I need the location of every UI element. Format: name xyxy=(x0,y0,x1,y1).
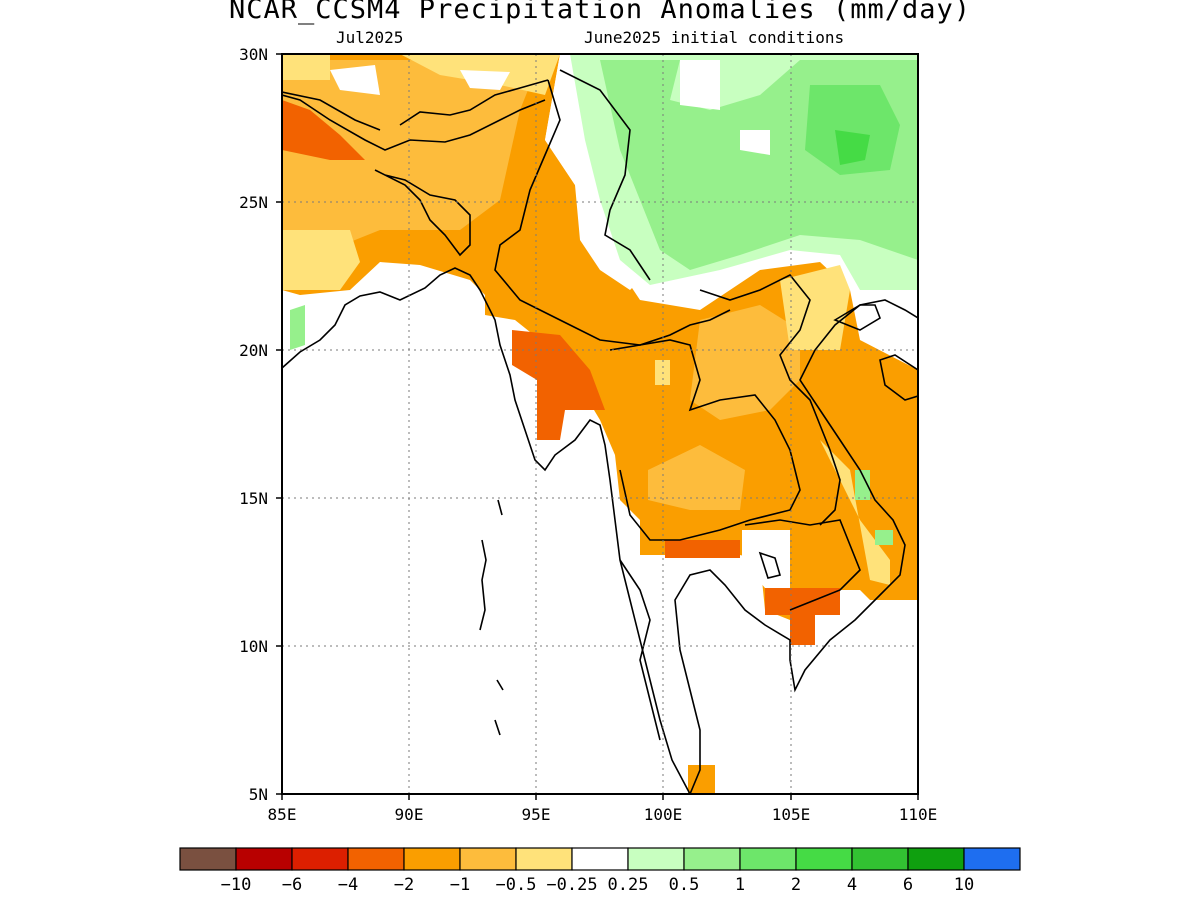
border-bangladesh xyxy=(374,169,471,257)
axis-ticks xyxy=(276,53,919,800)
colorbar-swatch xyxy=(291,847,349,871)
forecast-month-label: Jul2025 xyxy=(336,28,404,47)
anomaly-region-red-bengal xyxy=(282,100,365,160)
lon-label-90e: 90E xyxy=(395,805,424,824)
colorbar-swatch xyxy=(235,847,293,871)
lon-label-100e: 100E xyxy=(644,805,683,824)
coastline-borders xyxy=(282,69,918,794)
initial-conditions-label: June2025 initial conditions xyxy=(584,28,845,47)
anomaly-region-midgreen-china xyxy=(805,85,900,175)
coastline-india-east xyxy=(282,267,691,794)
colorbar-swatch xyxy=(683,847,741,871)
coastline-indochina xyxy=(674,299,918,794)
border-myanmar-china xyxy=(494,79,731,346)
colorbar-swatch xyxy=(907,847,965,871)
colorbar-label: −6 xyxy=(282,875,302,895)
colorbar-swatch xyxy=(739,847,797,871)
lon-label-110e: 110E xyxy=(899,805,938,824)
lat-label-10n: 10N xyxy=(239,637,268,656)
colorbar-swatch xyxy=(347,847,405,871)
colorbar-swatch xyxy=(963,847,1021,871)
coastline-hainan xyxy=(833,304,881,331)
colorbar-swatch xyxy=(403,847,461,871)
border-laos-vietnam xyxy=(699,273,841,526)
colorbar-label: −10 xyxy=(221,875,252,895)
colorbar-label: −0.5 xyxy=(496,875,537,895)
colorbar-label: 10 xyxy=(954,875,974,895)
anomaly-region-lightorange-center xyxy=(648,445,745,510)
lat-label-5n: 5N xyxy=(249,785,268,804)
coastline-tonle-sap xyxy=(758,551,782,579)
lat-label-25n: 25N xyxy=(239,193,268,212)
colorbar-swatch xyxy=(627,847,685,871)
anomaly-region-red-cambodia xyxy=(765,588,840,645)
colorbar-label: 2 xyxy=(791,875,801,895)
border-nepal-bhutan xyxy=(282,79,549,131)
anomaly-region-yellow-east xyxy=(780,265,890,585)
colorbar-label: 1 xyxy=(735,875,745,895)
colorbar-swatch xyxy=(179,847,237,871)
anomaly-region-brightgreen-china xyxy=(835,130,870,165)
colorbar-swatch xyxy=(851,847,909,871)
colorbar-label: −2 xyxy=(394,875,414,895)
graticule xyxy=(282,54,918,794)
map-frame xyxy=(281,53,919,795)
colorbar-label: 6 xyxy=(903,875,913,895)
anomaly-region-red-myanmar xyxy=(512,330,605,440)
colorbar-swatch xyxy=(459,847,517,871)
anomaly-region-white-tibet xyxy=(330,65,510,95)
border-laos-thailand xyxy=(609,339,801,541)
anomaly-region-white-china-pocket xyxy=(680,60,770,155)
lon-label-85e: 85E xyxy=(268,805,297,824)
border-himalaya xyxy=(282,94,546,151)
coastline-china-south xyxy=(879,354,918,401)
anomaly-field xyxy=(282,54,918,794)
colorbar: −10 −6 −4 −2 −1 −0.5 −0.25 0.25 0.5 1 2 4 6 10 xyxy=(179,847,1021,895)
border-malay-peninsula xyxy=(619,559,661,741)
anomaly-region-white-gulf xyxy=(742,530,790,588)
coastline-andaman-islands xyxy=(479,499,504,736)
lat-label-15n: 15N xyxy=(239,489,268,508)
colorbar-swatch xyxy=(571,847,629,871)
colorbar-label: 0.5 xyxy=(669,875,700,895)
colorbar-label: −0.25 xyxy=(546,875,597,895)
chart-title: NCAR_CCSM4 Precipitation Anomalies (mm/d… xyxy=(229,0,971,25)
lat-label-30n: 30N xyxy=(239,45,268,64)
anomaly-region-yellow-nw xyxy=(282,54,360,290)
colorbar-label: 4 xyxy=(847,875,857,895)
anomaly-region-lightorange-laos xyxy=(690,305,800,420)
colorbar-swatch xyxy=(515,847,573,871)
border-china-north xyxy=(559,69,651,281)
colorbar-swatch xyxy=(795,847,853,871)
colorbar-label: −4 xyxy=(338,875,358,895)
colorbar-label: −1 xyxy=(450,875,470,895)
lon-label-105e: 105E xyxy=(772,805,811,824)
colorbar-label: 0.25 xyxy=(608,875,649,895)
lat-label-20n: 20N xyxy=(239,341,268,360)
lon-label-95e: 95E xyxy=(522,805,551,824)
border-cambodia xyxy=(744,519,861,611)
anomaly-region-red-gulf xyxy=(665,540,740,558)
anomaly-region-orange-peninsula xyxy=(688,765,715,794)
